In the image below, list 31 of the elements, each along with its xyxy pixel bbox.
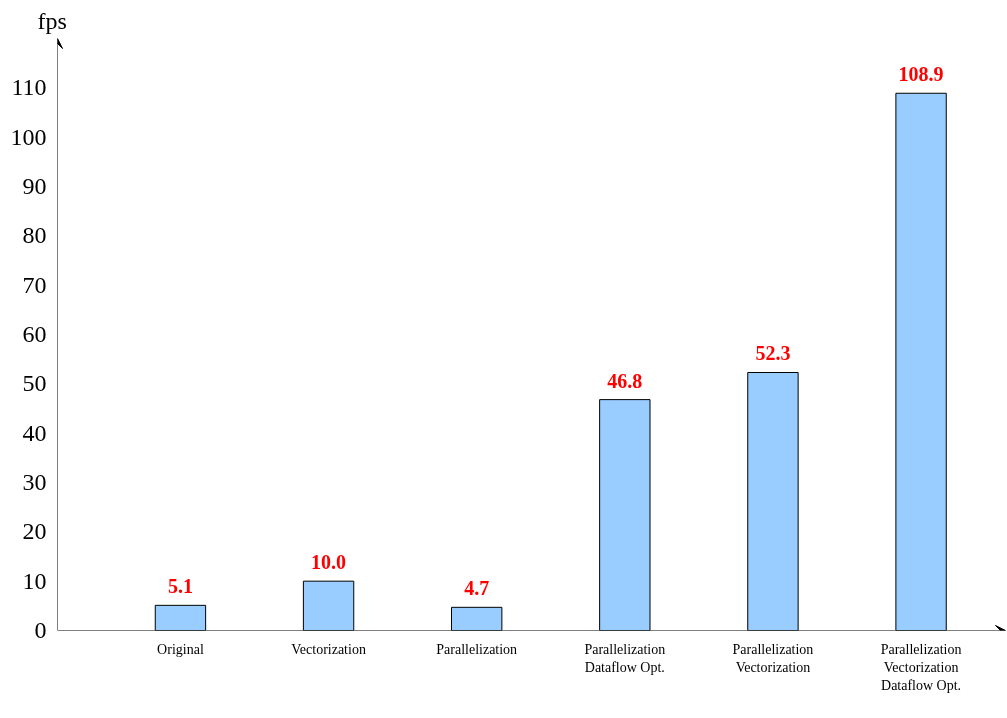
x-tick-label: Parallelization — [436, 641, 518, 657]
y-tick-label: 80 — [22, 222, 47, 249]
x-tick-label: Parallelization Dataflow Opt. — [584, 641, 666, 675]
y-tick-label: 60 — [22, 321, 47, 347]
y-tick-label: 30 — [22, 469, 47, 495]
bar — [599, 399, 651, 631]
bar — [154, 604, 207, 631]
y-tick-label: 70 — [22, 271, 47, 298]
y-tick-label: 50 — [22, 370, 47, 397]
x-tick-label: Vectorization — [291, 641, 366, 657]
bar — [747, 371, 799, 631]
data-label: 10.0 — [311, 551, 347, 574]
y-axis-title: fps — [37, 7, 67, 34]
x-tick-label: Original — [157, 641, 204, 657]
data-label: 52.3 — [755, 342, 791, 365]
y-tick-label: 0 — [34, 617, 47, 643]
y-tick-label: 100 — [10, 123, 47, 150]
x-tick-label: Parallelization Vectorization Dataflow Opt. — [880, 641, 962, 693]
bar — [895, 92, 947, 631]
y-tick-label: 20 — [22, 518, 47, 545]
data-label: 4.7 — [464, 577, 490, 600]
y-tick-label: 10 — [22, 567, 47, 594]
data-label: 5.1 — [167, 575, 193, 598]
data-label: 108.9 — [898, 63, 944, 86]
y-tick-label: 110 — [11, 74, 47, 101]
x-tick-label: Parallelization Vectorization — [732, 641, 814, 675]
y-tick-label: 40 — [22, 419, 47, 446]
bar — [302, 580, 355, 631]
bar — [451, 606, 503, 631]
data-label: 46.8 — [607, 369, 643, 392]
y-tick-label: 90 — [22, 173, 47, 199]
